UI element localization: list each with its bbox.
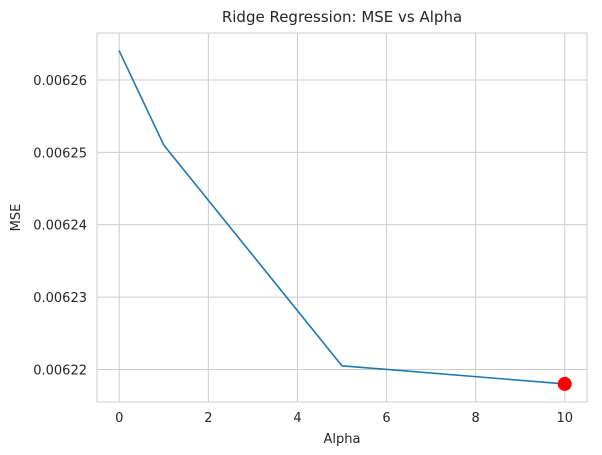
y-tick-label: 0.00625 <box>33 146 87 161</box>
grid-layer <box>97 33 587 402</box>
y-tick-label: 0.00624 <box>33 219 87 234</box>
x-tick-label: 2 <box>204 411 212 426</box>
plot-frame <box>96 32 588 403</box>
y-tick-label: 0.00623 <box>33 291 87 306</box>
chart-title: Ridge Regression: MSE vs Alpha <box>222 8 462 26</box>
series-layer <box>118 50 572 391</box>
x-axis-label: Alpha <box>324 432 361 447</box>
tick-labels: 0 2 4 6 8 10 0.00622 0.00623 0.00624 0.00625 0.006… <box>33 74 573 426</box>
x-tick-label: 4 <box>293 411 301 426</box>
x-tick-label: 10 <box>556 411 573 426</box>
x-tick-label: 8 <box>471 411 479 426</box>
min-mse-point <box>557 376 572 391</box>
x-tick-label: 0 <box>115 411 123 426</box>
y-tick-label: 0.00626 <box>33 74 87 89</box>
series-line <box>118 50 566 385</box>
y-tick-label: 0.00622 <box>33 363 87 378</box>
y-axis-label: MSE <box>9 204 24 232</box>
x-tick-label: 6 <box>382 411 390 426</box>
plot-border <box>96 32 588 403</box>
